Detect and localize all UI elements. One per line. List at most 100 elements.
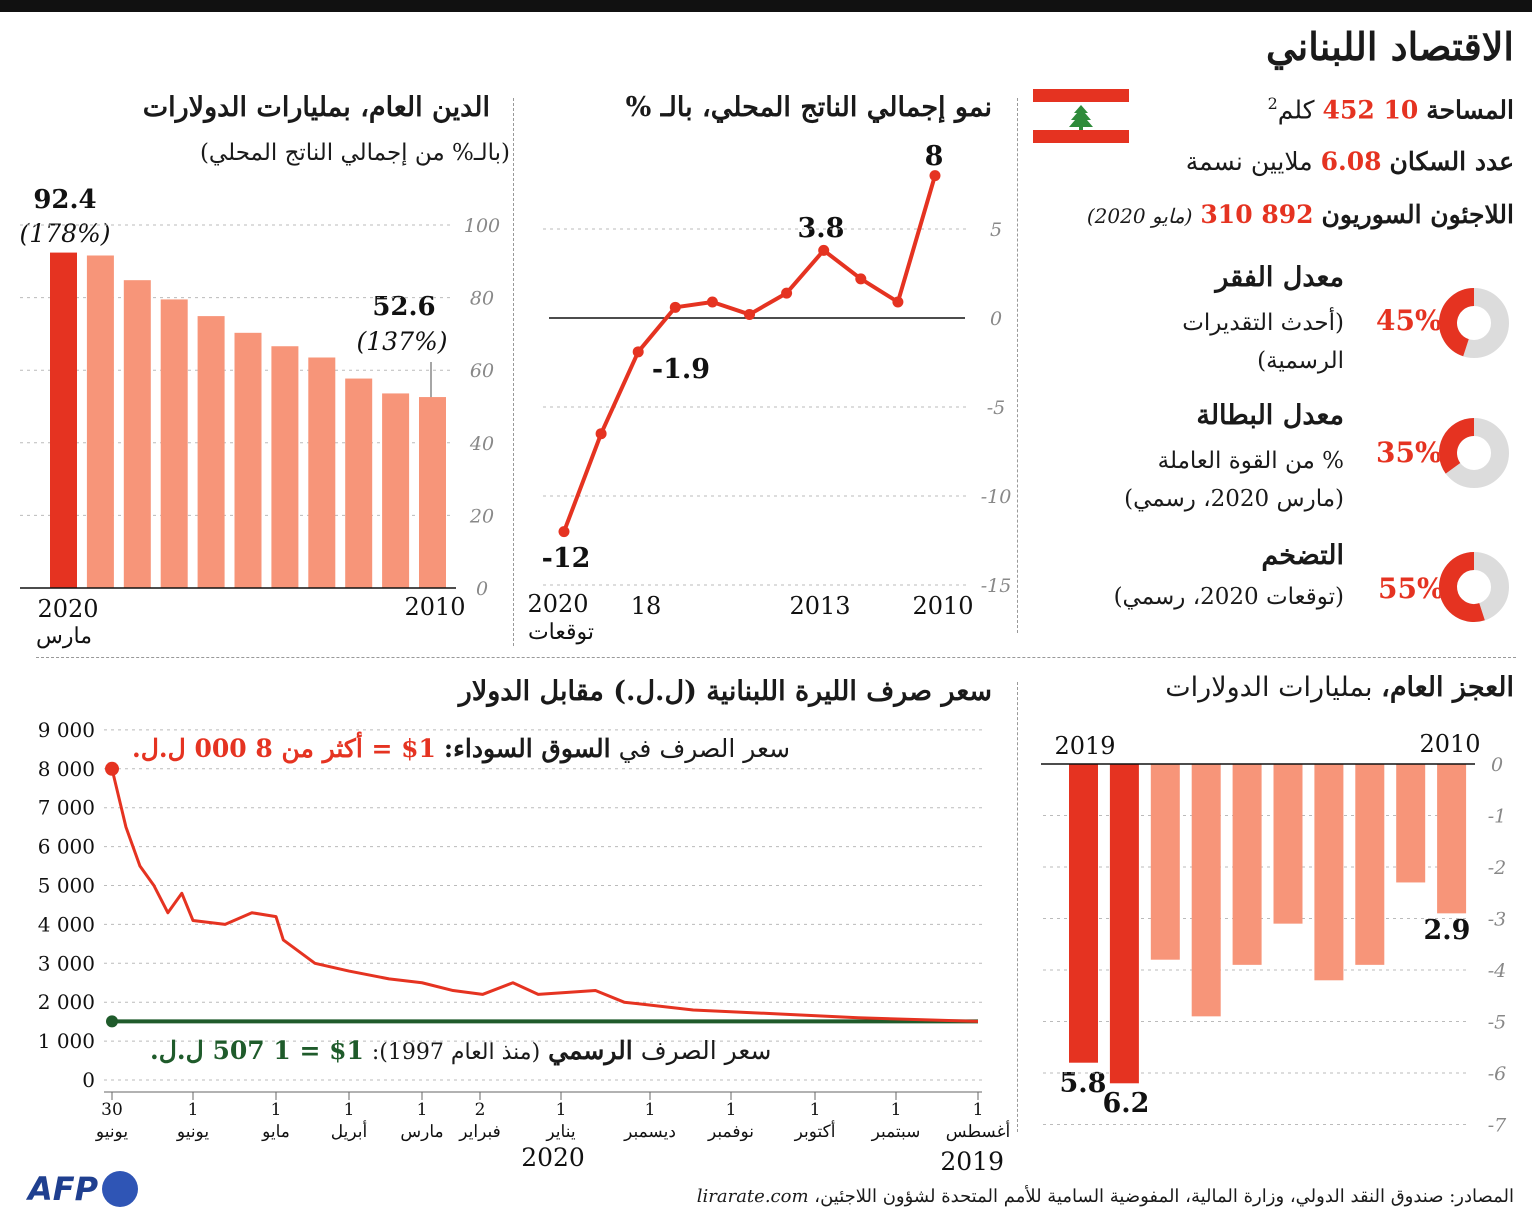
fx-x-tick-month: يونيو <box>95 1122 128 1142</box>
debt-x-left-sub: مارس <box>36 624 92 649</box>
gdp-point <box>781 287 793 299</box>
debt-x-right: 2010 <box>404 593 465 621</box>
gdp-point <box>855 273 867 285</box>
inflation-line1: (توقعات 2020، رسمي) <box>1113 584 1344 610</box>
deficit-bar <box>1273 764 1303 924</box>
fx-x-tick-month: ديسمبر <box>623 1122 676 1142</box>
area-value: 10 452 <box>1322 95 1419 125</box>
fx-x-tick-day: 1 <box>726 1100 737 1120</box>
debt-label-first-pct: (178%) <box>20 219 111 248</box>
separator <box>1017 682 1018 1132</box>
gdp-label-neg: -1.9 <box>652 354 710 385</box>
fx-y-tick: 4 000 <box>38 912 95 936</box>
unemployment-line2: (مارس 2020، رسمي) <box>1124 486 1344 512</box>
gdp-point <box>669 301 681 313</box>
population-unit: ملايين نسمة <box>1185 147 1313 176</box>
unemployment-line1: % من القوة العاملة <box>1157 448 1344 474</box>
gdp-x-2020-sub: توقعات <box>528 620 594 645</box>
population-label: عدد السكان <box>1389 147 1514 176</box>
fx-black-value: 1$ = أكثر من 8 000 ل.ل. <box>132 734 436 763</box>
debt-bar <box>160 299 188 588</box>
population-row: عدد السكان 6.08 ملايين نسمة <box>1186 147 1514 176</box>
deficit-title-row: العجز العام، بمليارات الدولارات <box>1165 672 1514 703</box>
fx-x-tick-day: 1 <box>891 1100 902 1120</box>
deficit-y-tick: -1 <box>1488 806 1507 828</box>
inflation-value: 55% <box>1378 572 1444 605</box>
gdp-y-tick: -5 <box>987 397 1006 419</box>
deficit-bar <box>1191 764 1221 1017</box>
deficit-y-tick: -7 <box>1488 1115 1507 1137</box>
debt-y-tick: 0 <box>476 578 488 600</box>
separator <box>1017 98 1018 633</box>
fx-official-bold: الرسمي <box>548 1036 633 1065</box>
gdp-point <box>818 244 830 256</box>
deficit-bar <box>1355 764 1385 965</box>
deficit-label-2010: 2010 <box>1419 730 1480 758</box>
fx-y-tick: 7 000 <box>38 796 95 820</box>
debt-chart: 92.4 (178%) 52.6 (137%) 2020 مارس 2010 0… <box>20 185 501 649</box>
fx-x-tick-month: أبريل <box>331 1120 367 1142</box>
gdp-y-tick: -15 <box>981 575 1012 597</box>
gdp-x-2010: 2010 <box>912 592 973 620</box>
debt-y-tick: 20 <box>469 505 494 527</box>
fx-y-tick: 1 000 <box>38 1029 95 1053</box>
donut-value-arc <box>1439 552 1485 622</box>
gdp-label-min: -12 <box>542 543 591 574</box>
fx-black-text: سعر الصرف في <box>618 734 791 763</box>
fx-x-tick-month: أغسطس <box>946 1120 1010 1142</box>
sources-text: المصادر: صندوق النقد الدولي، وزارة المال… <box>814 1186 1514 1207</box>
fx-x-tick-day: 30 <box>101 1100 123 1120</box>
debt-bar <box>419 397 446 588</box>
deficit-y-tick: -5 <box>1488 1012 1507 1034</box>
refugees-value: 892 310 <box>1200 200 1314 229</box>
gdp-point <box>744 308 755 320</box>
debt-y-tick: 40 <box>469 433 494 455</box>
fx-y-tick: 5 000 <box>38 874 95 898</box>
deficit-y-tick: -2 <box>1488 857 1507 879</box>
poverty-line1: (أحدث التقديرات <box>1182 310 1344 336</box>
gdp-point <box>892 296 904 308</box>
debt-x-left: 2020 <box>37 595 98 623</box>
gdp-point <box>595 428 607 440</box>
deficit-label-b: 6.2 <box>1103 1088 1150 1119</box>
fx-x-tick-month: فبراير <box>458 1122 500 1142</box>
fx-x-tick-day: 1 <box>973 1100 984 1120</box>
inflation-title: التضخم <box>1261 540 1344 571</box>
gdp-y-tick: 0 <box>990 308 1002 330</box>
gdp-point <box>706 296 718 308</box>
fx-official-text: سعر الصرف <box>640 1036 772 1065</box>
gdp-x-2020: 2020 <box>527 590 588 618</box>
debt-bar <box>86 255 114 588</box>
unemployment-value: 35% <box>1376 436 1442 469</box>
deficit-bar <box>1396 764 1426 883</box>
fx-x-tick-month: يناير <box>545 1122 575 1142</box>
separator <box>36 657 1516 658</box>
gdp-title: نمو إجمالي الناتج المحلي، بالـ % <box>625 92 992 123</box>
fx-black-bold: السوق السوداء: <box>443 734 611 763</box>
refugees-label: اللاجئون السوريون <box>1321 200 1514 229</box>
fx-x-tick-day: 1 <box>271 1100 282 1120</box>
separator <box>513 98 514 646</box>
deficit-label-c: 2.9 <box>1424 915 1471 946</box>
deficit-bar <box>1232 764 1262 965</box>
debt-y-tick: 60 <box>470 360 494 382</box>
unemployment-title: معدل البطالة <box>1196 400 1344 431</box>
refugees-note: (مايو 2020) <box>1086 204 1193 228</box>
poverty-line2: الرسمية) <box>1257 348 1344 374</box>
deficit-y-tick: 0 <box>1491 754 1503 776</box>
fx-x-tick-day: 1 <box>417 1100 428 1120</box>
afp-logo-text: AFP <box>28 1170 99 1208</box>
fx-x-tick-day: 1 <box>556 1100 567 1120</box>
fx-title: سعر صرف الليرة اللبنانية (ل.ل.) مقابل ال… <box>458 676 992 707</box>
refugees-row: اللاجئون السوريون 892 310 (مايو 2020) <box>1087 200 1514 229</box>
fx-x-tick-day: 1 <box>810 1100 821 1120</box>
top-rule <box>0 0 1532 12</box>
sources-site: lirarate.com <box>696 1186 809 1207</box>
afp-logo-circle-icon <box>102 1171 139 1207</box>
fx-year-2020: 2020 <box>521 1143 585 1172</box>
debt-label-last: 52.6 <box>372 292 435 322</box>
gdp-chart: 8 3.8 -1.9 -12 2020 توقعات 18 2013 2010 … <box>527 141 1012 645</box>
fx-black-label: سعر الصرف في السوق السوداء: 1$ = أكثر من… <box>132 734 790 763</box>
debt-bar <box>308 357 336 588</box>
gdp-y-tick: 5 <box>990 219 1002 241</box>
